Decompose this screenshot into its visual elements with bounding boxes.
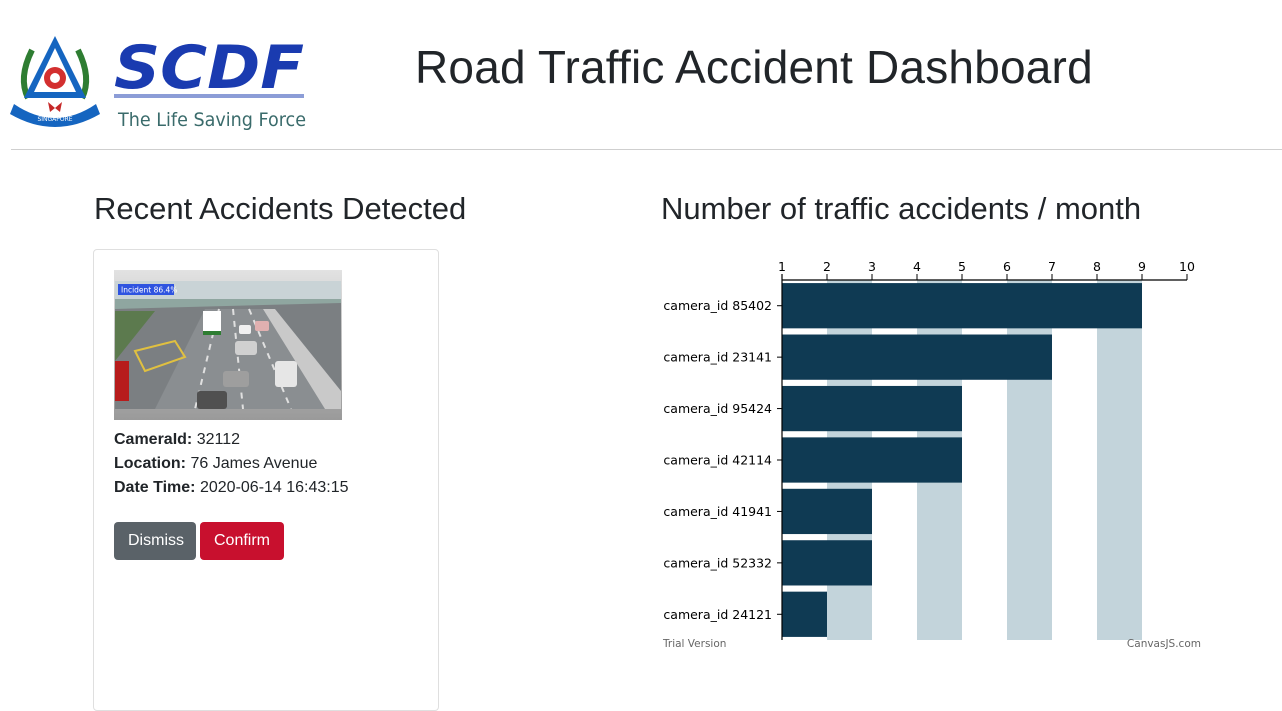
chart-tick-labels: 1 2 3 4 5 6 7 8 9 10: [778, 259, 1195, 280]
location-row: Location: 76 James Avenue: [114, 452, 349, 476]
dismiss-button[interactable]: Dismiss: [114, 522, 196, 560]
datetime-row: Date Time: 2020-06-14 16:43:15: [114, 476, 349, 500]
datetime-value: 2020-06-14 16:43:15: [199, 479, 349, 496]
camera-id-row: CameraId: 32112: [114, 428, 349, 452]
chart-category-label: camera_id 42114: [663, 453, 772, 468]
chart-title: Number of traffic accidents / month: [661, 191, 1142, 226]
chart-axis: [781, 274, 1187, 640]
crest-text: SINGAPORE: [37, 116, 72, 123]
confirm-button[interactable]: Confirm: [200, 522, 284, 560]
incident-label: Incident 86.4%: [121, 286, 177, 295]
chart-x-tick-label: 1: [778, 259, 786, 274]
chart-bar[interactable]: [782, 437, 962, 483]
chart-bars: [782, 283, 1142, 637]
chart-bar[interactable]: [782, 540, 872, 586]
accidents-chart: 1 2 3 4 5 6 7 8 9 10 camera_id 85402 camera_id 231…: [655, 240, 1215, 660]
chart-x-tick-label: 4: [913, 259, 921, 274]
location-label: Location:: [114, 455, 186, 472]
chart-bar[interactable]: [782, 488, 872, 535]
chart-category-label: camera_id 52332: [663, 555, 772, 570]
chart-x-tick-label: 6: [1003, 259, 1011, 274]
scdf-crest-icon: SINGAPORE: [10, 36, 100, 127]
accident-details: CameraId: 32112 Location: 76 James Avenu…: [114, 428, 349, 500]
chart-category-label: camera_id 23141: [663, 350, 772, 365]
camera-id-value: 32112: [196, 431, 241, 448]
chart-category-label: camera_id 85402: [663, 298, 772, 313]
chart-band: [1097, 280, 1142, 640]
location-value: 76 James Avenue: [190, 455, 318, 472]
chart-category-labels: camera_id 85402 camera_id 23141 camera_id …: [663, 298, 782, 622]
chart-category-label: camera_id 95424: [663, 401, 772, 416]
chart-x-tick-label: 10: [1179, 259, 1195, 274]
camera-id-label: CameraId:: [114, 431, 193, 448]
chart-category-label: camera_id 24121: [663, 607, 772, 622]
datetime-label: Date Time:: [114, 479, 196, 496]
recent-accidents-title: Recent Accidents Detected: [94, 191, 467, 226]
accidents-chart-svg: 1 2 3 4 5 6 7 8 9 10 camera_id 85402 camera_id 231…: [662, 259, 1201, 650]
chart-band: [1007, 280, 1052, 640]
chart-x-tick-label: 5: [958, 259, 966, 274]
trial-version-label: Trial Version: [662, 638, 726, 650]
accident-camera-image[interactable]: Incident 86.4%: [115, 281, 341, 409]
logo-tagline: The Life Saving Force: [117, 109, 306, 131]
chart-x-tick-label: 8: [1093, 259, 1101, 274]
logo-wordmark: SCDF: [114, 33, 304, 103]
scdf-logo: SINGAPORE SCDF The Life Saving Force: [10, 28, 310, 136]
chart-bar[interactable]: [782, 283, 1142, 329]
accident-thumbnail-frame: Incident 86.4%: [114, 270, 342, 420]
chart-x-tick-label: 9: [1138, 259, 1146, 274]
chart-x-tick-label: 7: [1048, 259, 1056, 274]
chart-bar[interactable]: [782, 385, 962, 432]
page-title: Road Traffic Accident Dashboard: [415, 41, 1093, 93]
chart-x-tick-label: 2: [823, 259, 831, 274]
chart-bar[interactable]: [782, 591, 827, 637]
chart-category-label: camera_id 41941: [663, 504, 772, 519]
chart-x-tick-label: 3: [868, 259, 876, 274]
canvasjs-credit[interactable]: CanvasJS.com: [1127, 638, 1201, 650]
header-divider: [11, 149, 1282, 150]
accident-card: Incident 86.4% CameraId: 32112 Location:…: [93, 249, 439, 711]
chart-bar[interactable]: [782, 334, 1052, 380]
